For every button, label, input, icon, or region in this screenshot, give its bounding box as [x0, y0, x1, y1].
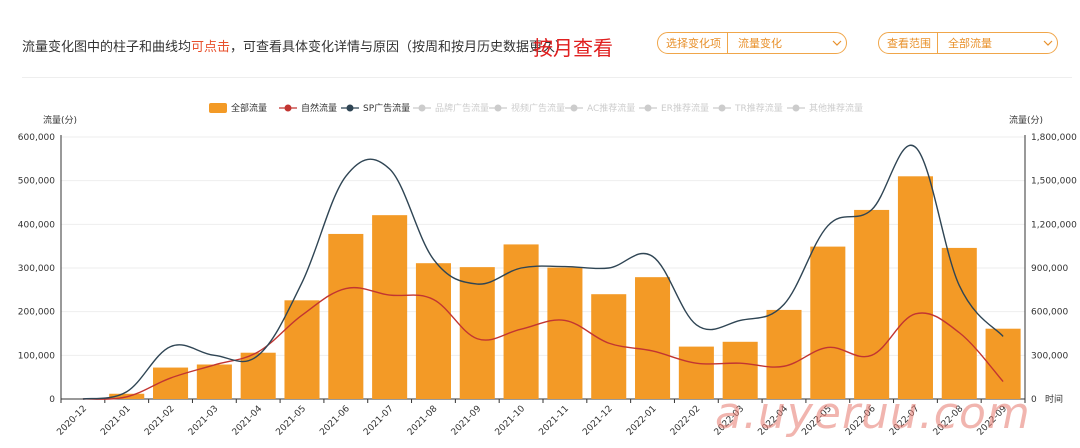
legend-swatch-dot — [718, 104, 726, 112]
right-tick-label: 900,000 — [1031, 264, 1068, 274]
bar-total-traffic — [897, 176, 933, 399]
traffic-chart: 0 100,000 200,000 300,000 400,000 500,000 600,… — [18, 102, 1077, 438]
legend-swatch-dot — [346, 104, 354, 112]
x-tick-label: 2021-08 — [406, 404, 440, 438]
line-sp-ad-traffic — [82, 144, 1004, 400]
left-tick-label: 100,000 — [18, 351, 55, 361]
x-tick-label: 2020-12 — [55, 404, 89, 438]
right-tick-label: 600,000 — [1031, 308, 1068, 318]
legend-item-label: AC推荐流量 — [587, 102, 635, 114]
bar-total-traffic — [503, 244, 539, 399]
left-tick-label: 300,000 — [18, 264, 55, 274]
x-tick-label: 2021-03 — [187, 404, 221, 438]
change-item-label: 选择变化项 — [658, 33, 728, 53]
x-tick-label: 2021-06 — [318, 404, 352, 438]
intro-text-rest: ，可查看具体变化详情与原因（按周和按月历史数据更久） — [230, 40, 569, 55]
x-tick-label: 2021-04 — [231, 404, 265, 438]
x-tick-label: 2021-09 — [450, 404, 484, 438]
legend-swatch-dot — [792, 104, 800, 112]
header-divider — [22, 77, 1072, 78]
left-tick-label: 600,000 — [18, 133, 55, 143]
intro-highlight: 可点击 — [191, 40, 231, 55]
x-tick-label: 2022-02 — [669, 404, 703, 438]
bar-total-traffic — [415, 263, 451, 399]
bar-total-traffic — [196, 364, 232, 399]
monthly-view-link[interactable]: 按月查看 — [533, 36, 613, 60]
change-item-select[interactable]: 选择变化项 流量变化 — [657, 32, 847, 54]
legend-item-label: 全部流量 — [231, 102, 267, 114]
bar-total-traffic — [240, 352, 276, 399]
intro-text-main: 流量变化图中的柱子和曲线均 — [22, 40, 192, 55]
legend-item-label: 其他推荐流量 — [809, 102, 863, 114]
left-axis-title: 流量(分) — [43, 114, 77, 126]
bar-total-traffic — [372, 215, 408, 399]
legend-item-label: ER推荐流量 — [661, 102, 709, 114]
bar-total-traffic — [985, 328, 1021, 399]
bar-total-traffic — [678, 346, 714, 399]
legend-item-label: 自然流量 — [301, 102, 337, 114]
x-tick-label: 2021-07 — [362, 404, 396, 438]
bar-total-traffic — [635, 277, 671, 399]
header: 流量变化图中的柱子和曲线均可点击，可查看具体变化详情与原因（按周和按月历史数据更… — [0, 0, 1080, 80]
x-tick-label: 2021-05 — [274, 404, 308, 438]
right-tick-label: 0 — [1031, 395, 1037, 405]
x-tick-label: 2021-11 — [537, 404, 571, 438]
bar-total-traffic — [810, 246, 846, 399]
range-label: 查看范围 — [879, 33, 938, 53]
legend-item-label: 品牌广告流量 — [435, 102, 489, 114]
left-tick-label: 0 — [49, 395, 55, 405]
legend-swatch-bar — [209, 103, 227, 113]
right-tick-label: 1,800,000 — [1031, 133, 1077, 143]
intro-text: 流量变化图中的柱子和曲线均可点击，可查看具体变化详情与原因（按周和按月历史数据更… — [22, 36, 568, 55]
legend-swatch-dot — [284, 104, 292, 112]
right-axis-title: 流量(分) — [1009, 114, 1043, 126]
change-item-value: 流量变化 — [738, 37, 782, 50]
x-tick-label: 2021-10 — [494, 404, 528, 438]
left-tick-label: 200,000 — [18, 308, 55, 318]
x-tick-label: 2021-12 — [581, 404, 615, 438]
range-select[interactable]: 查看范围 全部流量 — [878, 32, 1058, 54]
chevron-down-icon — [1039, 40, 1057, 46]
legend-item-label: SP广告流量 — [363, 102, 410, 114]
legend-item-label: 视频广告流量 — [511, 102, 565, 114]
legend-swatch-dot — [494, 104, 502, 112]
x-axis-end-label: 时间 — [1045, 393, 1063, 405]
x-tick-label: 2021-02 — [143, 404, 177, 438]
bar-total-traffic — [328, 233, 364, 399]
left-tick-label: 400,000 — [18, 220, 55, 230]
legend-swatch-dot — [644, 104, 652, 112]
right-tick-label: 300,000 — [1031, 351, 1068, 361]
left-tick-label: 500,000 — [18, 177, 55, 187]
x-tick-label: 2022-01 — [625, 404, 659, 438]
chevron-down-icon — [828, 40, 846, 46]
bar-total-traffic — [766, 309, 802, 399]
right-tick-label: 1,500,000 — [1031, 177, 1077, 187]
legend-swatch-dot — [418, 104, 426, 112]
watermark: a.uyeruu.com — [715, 388, 1031, 439]
bar-total-traffic — [722, 341, 758, 399]
bar-total-traffic — [284, 300, 320, 399]
range-value: 全部流量 — [948, 37, 992, 50]
bar-total-traffic — [547, 267, 583, 399]
x-tick-label: 2021-01 — [99, 404, 133, 438]
bar-total-traffic — [854, 209, 890, 399]
legend-item-label: TR推荐流量 — [734, 102, 783, 114]
right-tick-label: 1,200,000 — [1031, 220, 1077, 230]
bar-total-traffic — [459, 267, 495, 399]
line-natural-traffic — [82, 286, 1004, 400]
legend-swatch-dot — [570, 104, 578, 112]
